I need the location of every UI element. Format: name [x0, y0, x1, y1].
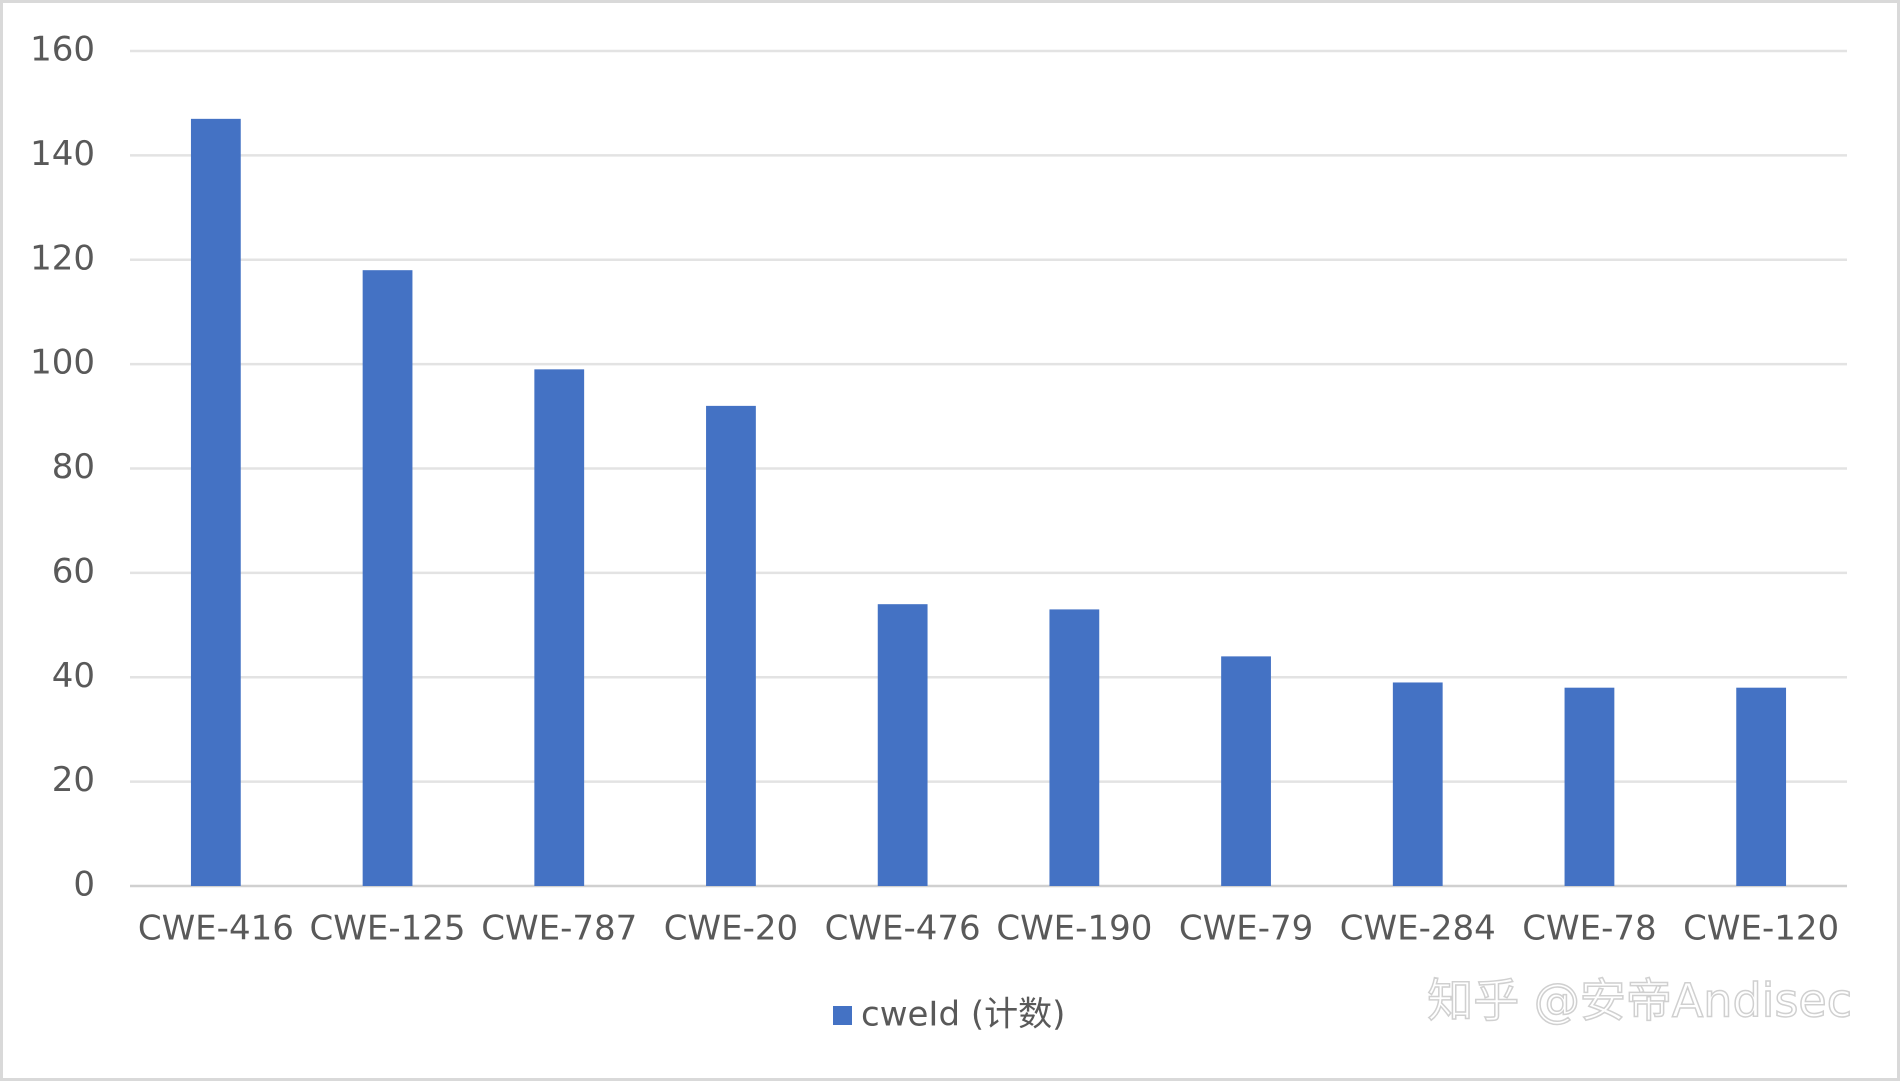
bar: [1392, 682, 1443, 886]
y-tick-label: 160: [30, 30, 95, 70]
legend-label: cweId (计数): [861, 995, 1065, 1035]
bar: [362, 270, 413, 886]
y-tick-label: 40: [52, 656, 95, 696]
x-tick-label: CWE-20: [664, 909, 798, 949]
y-tick-label: 0: [73, 865, 95, 905]
bar: [1221, 656, 1271, 886]
x-tick-label: CWE-79: [1179, 909, 1313, 949]
bar: [1564, 687, 1615, 886]
x-tick-label: CWE-190: [996, 909, 1152, 949]
x-tick-label: CWE-416: [138, 909, 294, 949]
watermark: 知乎 @安帝Andisec: [1427, 974, 1852, 1028]
bar: [877, 604, 928, 886]
y-tick-label: 140: [30, 134, 95, 174]
x-tick-label: CWE-284: [1340, 909, 1496, 949]
x-tick-label: CWE-787: [481, 909, 637, 949]
x-tick-label: CWE-476: [825, 909, 981, 949]
y-tick-label: 100: [30, 343, 95, 383]
y-tick-label: 20: [52, 760, 95, 800]
x-tick-label: CWE-78: [1522, 909, 1656, 949]
y-tick-label: 120: [30, 238, 95, 278]
bar: [706, 405, 756, 886]
bar: [1049, 609, 1100, 886]
x-tick-label: CWE-120: [1683, 909, 1839, 949]
y-tick-label: 60: [52, 551, 95, 591]
bar: [534, 369, 585, 886]
x-tick-label: CWE-125: [310, 909, 466, 949]
y-tick-label: 80: [52, 447, 95, 487]
bar: [190, 118, 241, 886]
bar: [1736, 687, 1787, 886]
legend-swatch: [833, 1006, 852, 1025]
